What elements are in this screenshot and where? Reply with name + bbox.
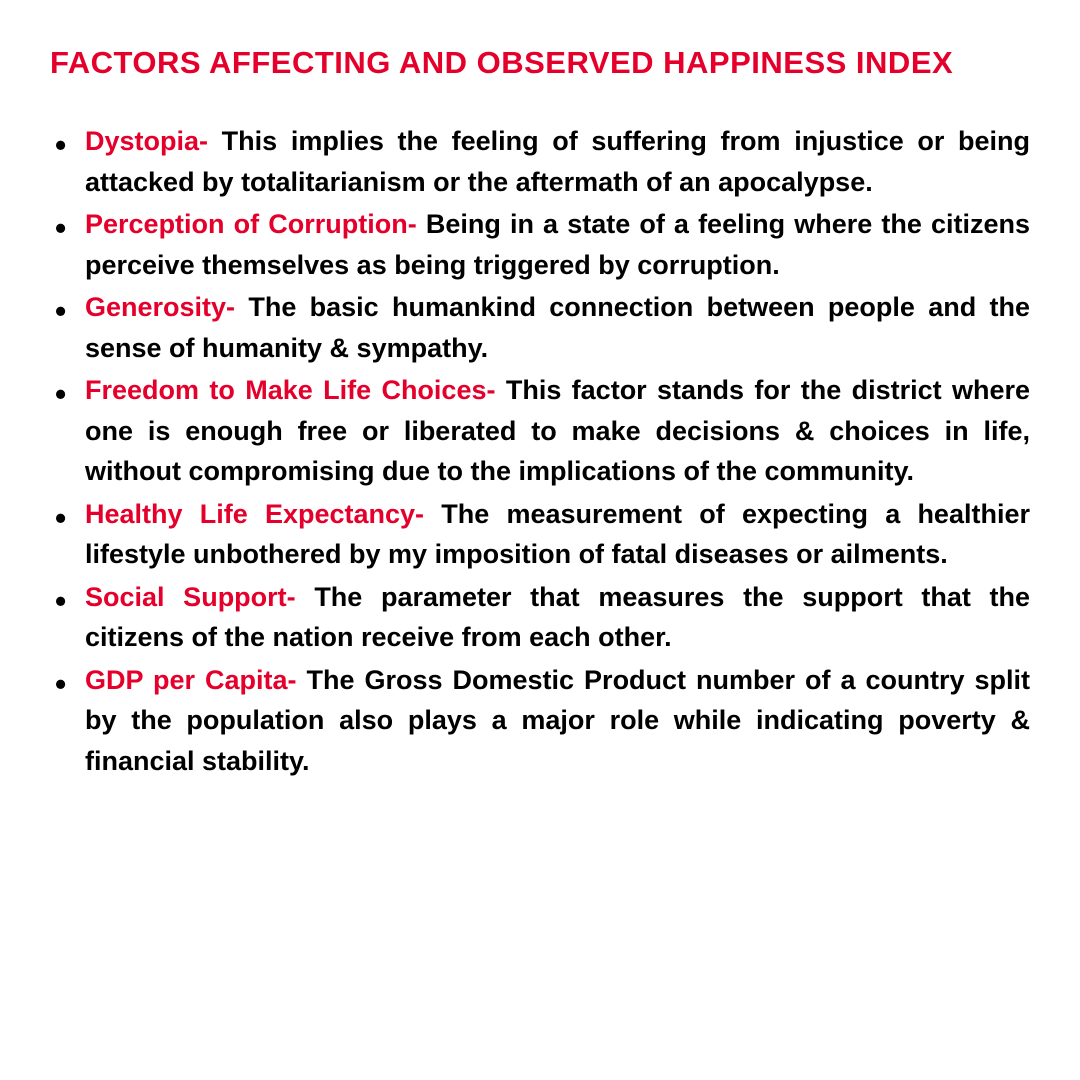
factor-term: Generosity- [85, 292, 248, 322]
list-item: Dystopia- This implies the feeling of su… [85, 121, 1030, 202]
factor-description: This implies the feeling of suffering fr… [85, 126, 1030, 197]
factor-term: Freedom to Make Life Choices- [85, 375, 506, 405]
factors-list: Dystopia- This implies the feeling of su… [50, 121, 1030, 781]
factor-term: Social Support- [85, 582, 314, 612]
list-item: Freedom to Make Life Choices- This facto… [85, 370, 1030, 492]
list-item: Generosity- The basic humankind connecti… [85, 287, 1030, 368]
list-item: Social Support- The parameter that measu… [85, 577, 1030, 658]
factor-term: Perception of Corruption- [85, 209, 426, 239]
factor-term: GDP per Capita- [85, 665, 307, 695]
list-item: Perception of Corruption- Being in a sta… [85, 204, 1030, 285]
factor-term: Dystopia- [85, 126, 222, 156]
list-item: Healthy Life Expectancy- The measurement… [85, 494, 1030, 575]
factor-term: Healthy Life Expectancy- [85, 499, 441, 529]
page-title: FACTORS AFFECTING AND OBSERVED HAPPINESS… [50, 45, 1030, 81]
list-item: GDP per Capita- The Gross Domestic Produ… [85, 660, 1030, 782]
